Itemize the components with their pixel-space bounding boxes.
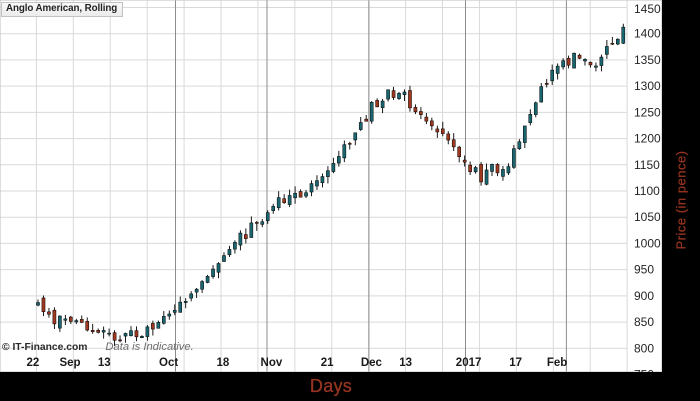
svg-text:1400: 1400 [634, 27, 661, 41]
svg-text:800: 800 [634, 341, 654, 355]
svg-text:1150: 1150 [634, 158, 660, 172]
svg-text:1350: 1350 [634, 53, 661, 67]
svg-text:1250: 1250 [634, 105, 661, 119]
svg-text:1100: 1100 [634, 184, 660, 198]
svg-text:1450: 1450 [634, 2, 661, 16]
svg-text:1200: 1200 [634, 132, 661, 146]
svg-text:900: 900 [634, 289, 654, 303]
svg-text:950: 950 [634, 263, 654, 277]
svg-text:1300: 1300 [634, 79, 661, 93]
svg-text:850: 850 [634, 315, 654, 329]
svg-text:1050: 1050 [634, 210, 661, 224]
svg-text:1000: 1000 [634, 236, 661, 250]
